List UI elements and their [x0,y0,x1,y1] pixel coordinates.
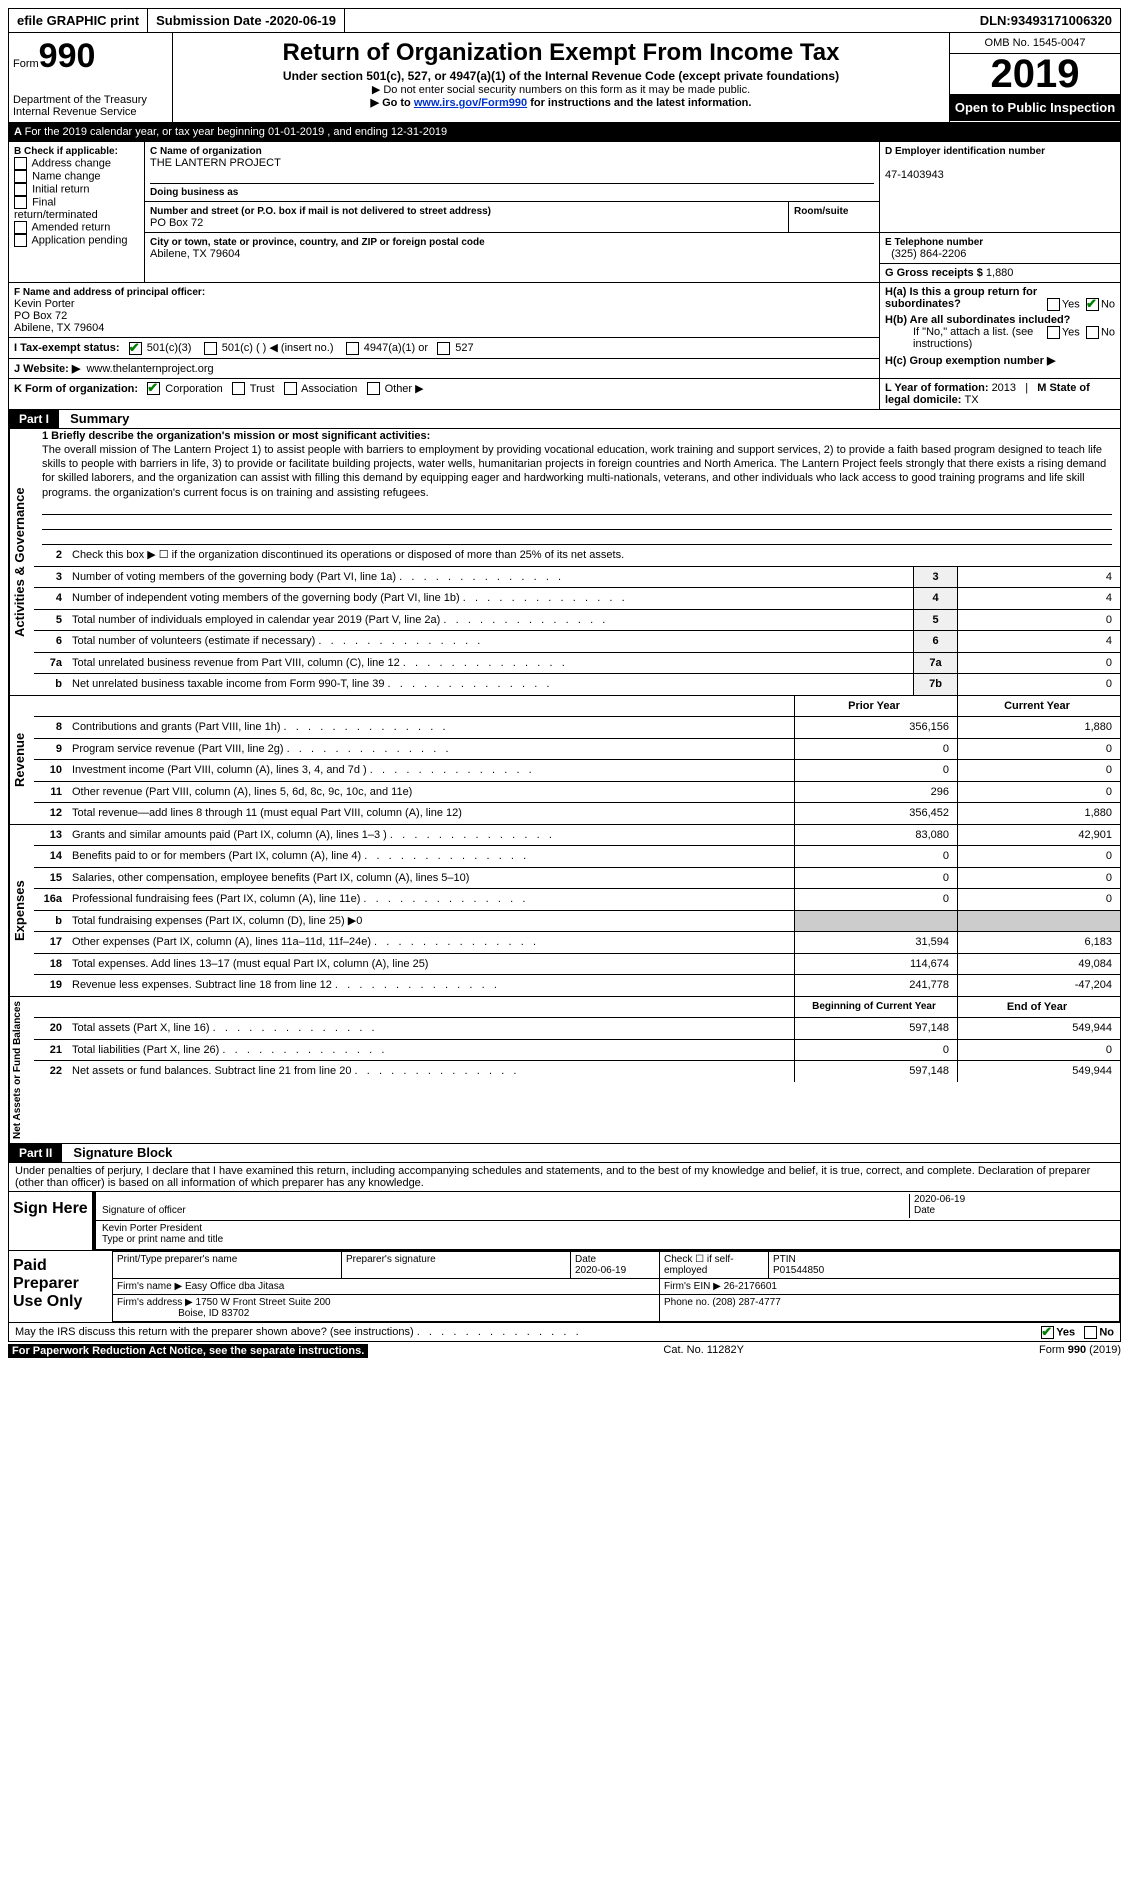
box-e: E Telephone number (325) 864-2206 [880,233,1121,264]
box-b: B Check if applicable: Address change Na… [9,142,145,283]
box-lm: L Year of formation: 2013 | M State of l… [880,378,1121,409]
paid-preparer-label: Paid Preparer Use Only [9,1251,112,1322]
subtitle-2: ▶ Do not enter social security numbers o… [177,83,945,96]
revenue-section: Revenue Prior YearCurrent Year 8Contribu… [8,696,1121,825]
dept-label: Department of the Treasury Internal Reve… [13,94,168,118]
perjury-declaration: Under penalties of perjury, I declare th… [8,1163,1121,1192]
box-c-city: City or town, state or province, country… [145,233,880,283]
activities-label: Activities & Governance [9,429,34,695]
discuss-line: May the IRS discuss this return with the… [8,1323,1121,1342]
subtitle-3: ▶ Go to www.irs.gov/Form990 for instruct… [177,96,945,109]
revenue-lines: Prior YearCurrent Year 8Contributions an… [34,696,1120,824]
box-h: H(a) Is this a group return for subordin… [880,283,1121,379]
paid-preparer-block: Paid Preparer Use Only Print/Type prepar… [8,1251,1121,1323]
form-title: Return of Organization Exempt From Incom… [177,39,945,67]
box-g: G Gross receipts $ 1,880 [880,264,1121,283]
part2-header: Part II Signature Block [8,1144,1121,1163]
governance-lines: 2Check this box ▶ ☐ if the organization … [34,545,1120,695]
activities-section: Activities & Governance 1 Briefly descri… [8,429,1121,696]
header-right: OMB No. 1545-0047 2019 Open to Public In… [950,33,1120,122]
revenue-label: Revenue [9,696,34,824]
discuss-no-checkbox[interactable] [1084,1326,1097,1339]
omb-number: OMB No. 1545-0047 [950,33,1120,54]
box-i: I Tax-exempt status: 501(c)(3) 501(c) ( … [9,338,880,359]
box-c-name: C Name of organization THE LANTERN PROJE… [145,142,880,202]
box-c-addr: Number and street (or P.O. box if mail i… [145,202,789,233]
tax-year: 2019 [950,54,1120,94]
mission-block: 1 Briefly describe the organization's mi… [34,429,1120,545]
form-header: Form990 Department of the Treasury Inter… [8,33,1121,123]
efile-label: efile GRAPHIC print [9,9,148,32]
room-suite: Room/suite [789,202,880,233]
tax-year-line: A For the 2019 calendar year, or tax yea… [8,123,1121,141]
irs-link[interactable]: www.irs.gov/Form990 [414,97,527,109]
submission-date: Submission Date - 2020-06-19 [148,9,345,32]
part1-header: Part I Summary [8,410,1121,429]
box-k: K Form of organization: Corporation Trus… [9,378,880,409]
box-d: D Employer identification number 47-1403… [880,142,1121,233]
expenses-section: Expenses 13Grants and similar amounts pa… [8,825,1121,997]
subtitle-1: Under section 501(c), 527, or 4947(a)(1)… [177,69,945,83]
netassets-lines: Beginning of Current YearEnd of Year 20T… [34,997,1120,1082]
expenses-label: Expenses [9,825,34,996]
paid-preparer-table: Print/Type preparer's name Preparer's si… [112,1251,1120,1322]
netassets-section: Net Assets or Fund Balances Beginning of… [8,997,1121,1144]
sign-here-block: Sign Here Signature of officer 2020-06-1… [8,1192,1121,1251]
netassets-label: Net Assets or Fund Balances [9,997,34,1143]
footer: For Paperwork Reduction Act Notice, see … [8,1342,1121,1360]
header-center: Return of Organization Exempt From Incom… [173,33,950,122]
sign-here-label: Sign Here [9,1192,92,1250]
box-f: F Name and address of principal officer:… [9,283,880,338]
discuss-yes-checkbox[interactable] [1041,1326,1054,1339]
dln: DLN: 93493171006320 [972,9,1120,32]
top-bar: efile GRAPHIC print Submission Date - 20… [8,8,1121,33]
expenses-lines: 13Grants and similar amounts paid (Part … [34,825,1120,996]
form-number: 990 [39,37,96,75]
box-j: J Website: ▶ www.thelanternproject.org [9,358,880,378]
open-inspection: Open to Public Inspection [950,94,1120,121]
header-left: Form990 Department of the Treasury Inter… [9,33,173,122]
entity-info-table: B Check if applicable: Address change Na… [8,141,1121,410]
